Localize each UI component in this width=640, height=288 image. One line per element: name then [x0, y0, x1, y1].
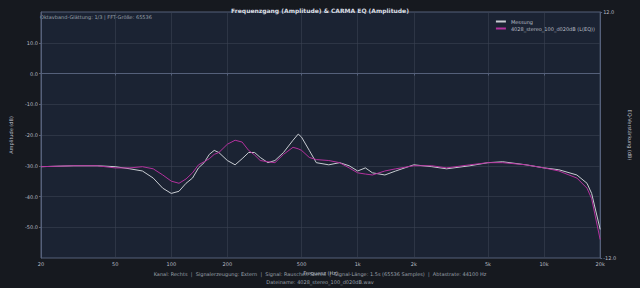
svg-text:2k: 2k [411, 261, 417, 267]
svg-text:500: 500 [297, 261, 307, 267]
svg-text:5k: 5k [485, 261, 491, 267]
svg-text:Amplitude (dB): Amplitude (dB) [8, 116, 15, 154]
svg-text:Oktavband-Glättung: 1/3 | FFT-: Oktavband-Glättung: 1/3 | FFT-Größe: 655… [40, 14, 152, 21]
svg-text:-40.0: -40.0 [25, 194, 38, 200]
svg-text:20: 20 [38, 261, 44, 267]
svg-text:Dateiname: 4028_stereo_100_d02: Dateiname: 4028_stereo_100_d020dB.wav [266, 279, 373, 286]
svg-text:EQ-Verstärkung (dB): EQ-Verstärkung (dB) [626, 110, 633, 161]
svg-text:4028_stereo_100_d020dB (L(EQ)): 4028_stereo_100_d020dB (L(EQ)) [511, 26, 595, 33]
svg-text:20k: 20k [596, 261, 605, 267]
svg-text:Messung: Messung [511, 19, 533, 26]
svg-text:Frequenzgang (Amplitude) & CAR: Frequenzgang (Amplitude) & CARMA EQ (Amp… [231, 7, 409, 15]
svg-text:10k: 10k [539, 261, 548, 267]
svg-text:200: 200 [223, 261, 233, 267]
svg-text:10.0: 10.0 [27, 40, 38, 46]
svg-text:Frequenz (Hz): Frequenz (Hz) [303, 270, 338, 277]
svg-text:100: 100 [167, 261, 177, 267]
svg-text:-10.0: -10.0 [25, 101, 38, 107]
svg-text:50: 50 [112, 261, 118, 267]
svg-text:Kanal: Rechts | Signalerzeug: Kanal: Rechts | Signalerzeugung: Extern … [154, 271, 487, 278]
svg-text:-50.0: -50.0 [25, 224, 38, 230]
svg-text:-12.0: -12.0 [603, 255, 616, 261]
svg-text:0.0: 0.0 [30, 71, 38, 77]
svg-text:-30.0: -30.0 [25, 163, 38, 169]
svg-text:1k: 1k [355, 261, 361, 267]
svg-text:12.0: 12.0 [603, 9, 614, 15]
svg-text:-20.0: -20.0 [25, 132, 38, 138]
